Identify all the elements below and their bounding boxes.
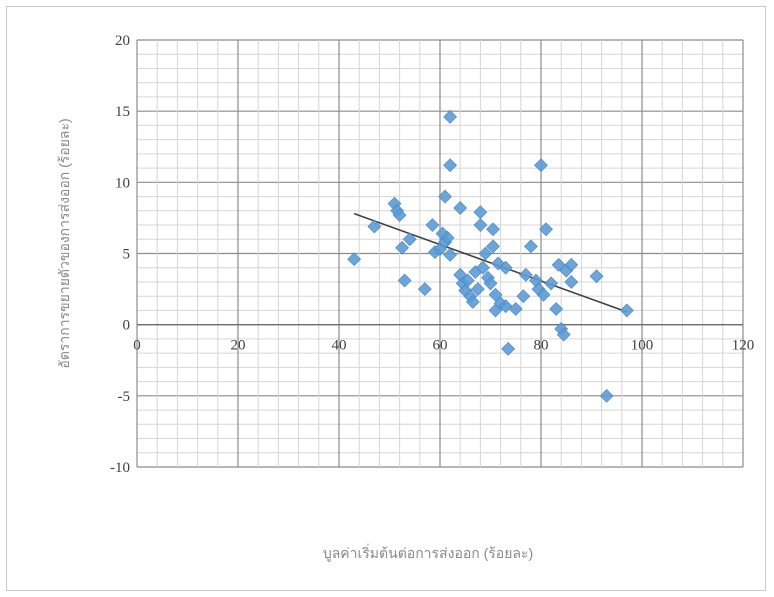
data-point <box>551 257 566 272</box>
trendline-layer <box>353 212 628 313</box>
y-tick-label: 10 <box>115 175 130 191</box>
data-point <box>523 239 538 254</box>
data-point <box>460 273 475 288</box>
y-tick-label: -5 <box>118 389 131 405</box>
data-point <box>498 260 513 275</box>
data-point <box>486 239 500 254</box>
data-point <box>395 240 410 255</box>
scatter-chart: 0 20 40 60 80 100 120 20 15 10 5 0 -5 -10 อัตราการขย… <box>56 33 754 562</box>
y-tick-label: 15 <box>115 104 130 120</box>
data-point <box>473 205 488 220</box>
y-tick-label: 20 <box>115 33 130 49</box>
y-tick-label: 5 <box>123 247 131 263</box>
data-point <box>476 260 490 275</box>
data-point <box>440 230 455 245</box>
data-point <box>501 341 516 356</box>
data-point <box>486 222 500 237</box>
gridlines <box>136 39 744 468</box>
data-point <box>619 303 634 318</box>
data-point <box>539 222 553 237</box>
data-point <box>534 158 548 173</box>
data-point <box>599 388 614 403</box>
data-point <box>465 294 480 309</box>
data-point <box>549 302 564 316</box>
data-point <box>392 208 407 222</box>
data-point <box>483 276 498 291</box>
data-point <box>453 201 468 215</box>
y-tick-label: 0 <box>123 318 131 334</box>
x-tick-label: 20 <box>231 338 246 354</box>
data-point <box>564 275 579 289</box>
data-point <box>347 252 362 267</box>
data-point <box>367 219 382 234</box>
data-point <box>518 267 533 282</box>
data-point <box>402 232 417 247</box>
chart-area: 0 20 40 60 80 100 120 20 15 10 5 0 -5 -10 อัตราการขย… <box>6 6 766 591</box>
x-tick-label: 100 <box>631 338 654 354</box>
data-point <box>589 269 604 284</box>
data-point <box>425 218 440 232</box>
data-point <box>498 299 513 314</box>
data-point <box>564 257 579 272</box>
data-point <box>544 276 559 291</box>
data-point <box>478 246 493 261</box>
y-tick-labels: 20 15 10 5 0 -5 -10 <box>110 33 130 476</box>
data-point <box>443 109 458 124</box>
data-point <box>508 302 523 316</box>
data-point <box>438 189 452 204</box>
x-tick-label: 60 <box>433 338 448 354</box>
x-tick-labels: 0 20 40 60 80 100 120 <box>133 338 754 354</box>
x-axis-title: บูลค่าเริ่มต้นต่อการส่งออก (ร้อยละ) <box>323 544 533 562</box>
trendline <box>353 212 628 313</box>
data-point <box>417 282 432 297</box>
data-point <box>536 287 551 302</box>
data-point <box>397 273 412 288</box>
x-tick-label: 120 <box>732 338 755 354</box>
data-points <box>347 109 634 403</box>
data-point <box>488 287 503 302</box>
x-tick-label: 0 <box>133 338 141 354</box>
x-tick-label: 80 <box>534 338 549 354</box>
y-tick-label: -10 <box>110 460 130 476</box>
data-point <box>443 158 458 173</box>
y-axis-title: อัตราการขยายตัวของการส่งออก (ร้อยละ) <box>56 118 72 368</box>
data-point <box>516 289 531 304</box>
data-point <box>470 282 485 297</box>
x-tick-label: 40 <box>332 338 347 354</box>
data-point <box>443 247 458 262</box>
data-point <box>473 218 488 232</box>
data-point <box>556 327 571 342</box>
